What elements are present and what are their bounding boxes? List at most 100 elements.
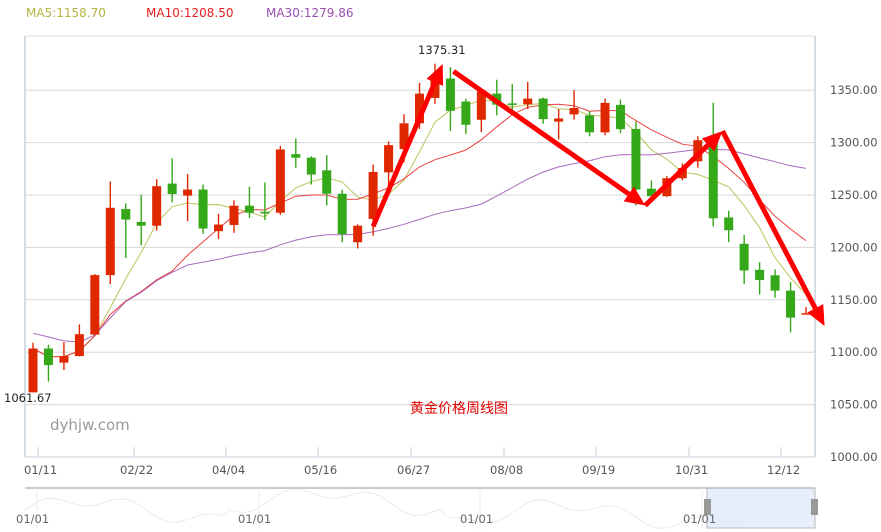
- candle: [306, 156, 316, 185]
- candle-body: [322, 170, 332, 194]
- candle-body: [353, 225, 363, 243]
- candle-body: [337, 193, 347, 235]
- arrow-shaft: [643, 143, 710, 208]
- x-tick-label: 08/08: [490, 463, 523, 477]
- candle: [244, 186, 254, 219]
- moving-average-lines: [32, 98, 807, 358]
- candle: [353, 224, 363, 249]
- candle: [167, 158, 177, 203]
- candle: [770, 269, 780, 298]
- candle: [90, 274, 100, 335]
- y-tick-label: 1200.00: [830, 240, 878, 254]
- candle-body: [105, 207, 115, 276]
- y-tick-label: 1250.00: [830, 188, 878, 202]
- candle: [152, 179, 162, 231]
- candle-body: [476, 91, 486, 120]
- x-tick-label: 12/12: [767, 463, 800, 477]
- candle-body: [244, 205, 254, 213]
- candle-body: [615, 104, 625, 130]
- candle-body: [445, 78, 455, 111]
- navigator-right-handle[interactable]: [811, 499, 818, 515]
- line-ma30: [32, 148, 807, 343]
- line-ma10: [32, 103, 807, 358]
- candle: [615, 99, 625, 134]
- navigator-left-handle[interactable]: [704, 499, 711, 515]
- candle-body: [152, 186, 162, 226]
- candle: [569, 90, 579, 120]
- candle-body: [708, 137, 718, 219]
- gridlines: [24, 35, 816, 458]
- y-tick-label: 1050.00: [830, 398, 878, 412]
- candle: [461, 98, 471, 135]
- candle: [291, 138, 301, 168]
- candle-body: [523, 98, 533, 105]
- x-axis: 01/11 02/22 04/04 05/16 06/27 08/08 09/19 10/31…: [24, 447, 800, 477]
- x-tick-label: 09/19: [582, 463, 615, 477]
- min-label: 1061.67: [4, 391, 52, 405]
- candle-body: [43, 348, 53, 366]
- candle: [538, 97, 548, 124]
- candle: [74, 324, 84, 357]
- candle-body: [384, 145, 394, 173]
- navigator-label: 01/01: [460, 512, 493, 526]
- candle: [801, 307, 811, 315]
- candle-body: [693, 140, 703, 162]
- navigator[interactable]: 01/01 01/01 01/01 01/01: [16, 487, 818, 530]
- candle: [476, 88, 486, 133]
- candle: [755, 262, 765, 295]
- x-tick-label: 02/22: [120, 463, 153, 477]
- max-label: 1375.31: [418, 43, 466, 57]
- candle-body: [739, 243, 749, 271]
- candle-body: [786, 290, 796, 318]
- candle: [43, 344, 53, 382]
- candle-body: [569, 108, 579, 115]
- candle-body: [554, 118, 564, 122]
- y-tick-label: 1350.00: [830, 83, 878, 97]
- x-tick-label: 10/31: [675, 463, 708, 477]
- candle-body: [167, 183, 177, 195]
- candle-body: [724, 217, 734, 231]
- candle-body: [59, 356, 69, 363]
- candle-body: [368, 171, 378, 219]
- y-axis: 1000.00 1050.00 1100.00 1150.00 1200.00 1250.…: [830, 83, 878, 464]
- candles: [28, 63, 811, 393]
- navigator-label: 01/01: [16, 512, 49, 526]
- arrow-shaft: [720, 129, 818, 310]
- candle-body: [399, 123, 409, 150]
- candle: [121, 203, 131, 258]
- arrow-shaft: [452, 69, 631, 197]
- y-tick-label: 1100.00: [830, 345, 878, 359]
- watermark: dyhjw.com: [50, 416, 130, 434]
- legend-ma5: MA5:1158.70: [26, 6, 106, 20]
- candle: [275, 145, 285, 215]
- candle: [198, 184, 208, 234]
- candle: [105, 181, 115, 285]
- candle: [445, 67, 455, 132]
- trend-arrows: [370, 64, 825, 326]
- candle-body: [136, 221, 146, 226]
- navigator-selection: [706, 487, 816, 529]
- candle: [739, 234, 749, 285]
- candle: [523, 81, 533, 110]
- candle-body: [770, 275, 780, 291]
- x-tick-label: 05/16: [304, 463, 337, 477]
- line-ma5: [32, 98, 807, 358]
- x-tick-label: 04/04: [212, 463, 245, 477]
- candle-body: [631, 128, 641, 190]
- candle: [337, 189, 347, 243]
- candle: [59, 342, 69, 371]
- candle: [136, 195, 146, 246]
- candle: [28, 342, 38, 393]
- arrow-shaft: [370, 81, 438, 228]
- candle: [724, 210, 734, 243]
- candle-body: [646, 188, 656, 197]
- navigator-series: [24, 488, 812, 529]
- candle-body: [538, 98, 548, 120]
- candle: [214, 213, 224, 240]
- candle-body: [90, 275, 100, 335]
- candle-body: [275, 149, 285, 213]
- arrow-head: [701, 131, 723, 152]
- arrow-head: [426, 64, 444, 86]
- candle: [322, 155, 332, 206]
- candle-body: [755, 269, 765, 280]
